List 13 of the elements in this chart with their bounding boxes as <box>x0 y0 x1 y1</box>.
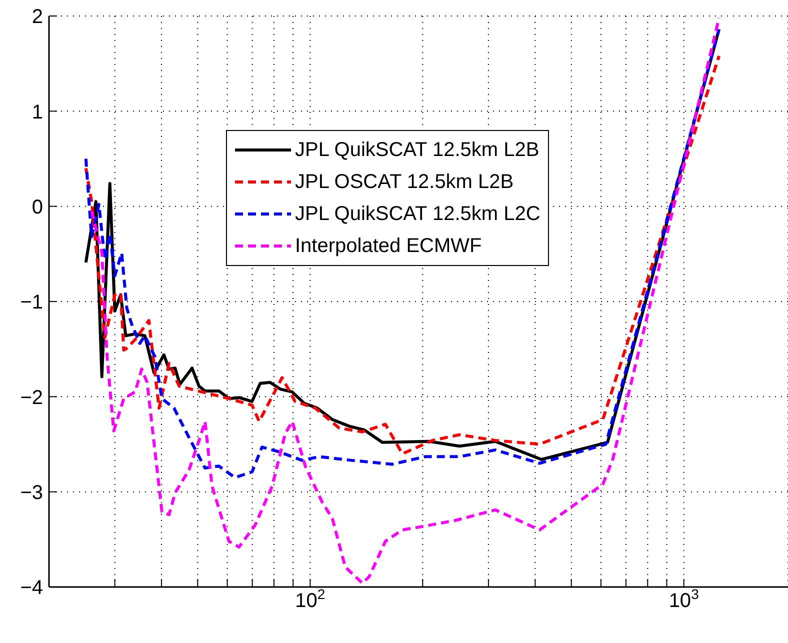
y-tick-label: 1 <box>32 101 43 124</box>
legend-label: JPL QuikSCAT 12.5km L2C <box>295 202 540 226</box>
y-tick-label: −1 <box>20 292 43 314</box>
x-tick-label: 10$^{2}$ <box>295 586 326 612</box>
y-tick-label: 0 <box>32 196 43 218</box>
y-tick-label: −2 <box>20 386 43 409</box>
legend-label: JPL QuikSCAT 12.5km L2B <box>295 138 540 162</box>
legend-label: JPL OSCAT 12.5km L2B <box>295 170 514 194</box>
y-tick-label: −4 <box>20 577 43 600</box>
x-tick-label: 10$^{3}$ <box>668 586 700 612</box>
y-tick-label: −3 <box>20 482 43 504</box>
legend-label: Interpolated ECMWF <box>295 234 482 258</box>
y-tick-label: 2 <box>32 6 43 28</box>
